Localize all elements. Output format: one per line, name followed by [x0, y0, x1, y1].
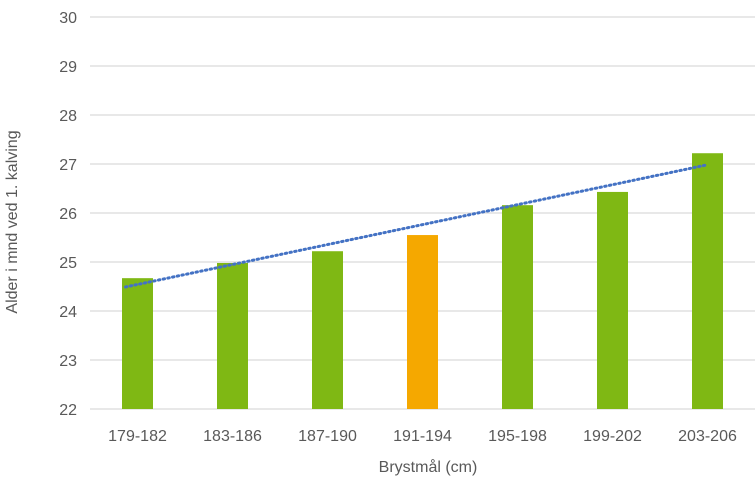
bar-179-182	[122, 278, 153, 409]
y-tick-label: 23	[59, 353, 77, 370]
y-axis-label: Alder i mnd ved 1. kalving	[4, 130, 21, 313]
bar-183-186	[217, 262, 248, 409]
x-tick-label: 191-194	[393, 428, 452, 445]
y-tick-label: 22	[59, 402, 77, 419]
bar-203-206	[692, 153, 723, 409]
trendline	[124, 163, 708, 289]
x-axis-label: Brystmål (cm)	[379, 458, 478, 476]
x-tick-label: 179-182	[108, 428, 167, 445]
y-tick-label: 27	[59, 157, 77, 174]
bar-191-194	[407, 235, 438, 409]
bar-195-198	[502, 205, 533, 409]
x-tick-label: 203-206	[678, 428, 737, 445]
x-tick-label: 199-202	[583, 428, 642, 445]
x-tick-label: 183-186	[203, 428, 262, 445]
bar-187-190	[312, 251, 343, 409]
y-tick-label: 28	[59, 108, 77, 125]
bar-199-202	[597, 191, 628, 409]
y-tick-label: 26	[59, 206, 77, 223]
y-tick-label: 29	[59, 59, 77, 76]
x-tick-label: 195-198	[488, 428, 547, 445]
y-tick-label: 25	[59, 255, 77, 272]
x-tick-label: 187-190	[298, 428, 357, 445]
y-tick-label: 24	[59, 304, 77, 321]
y-tick-label: 30	[59, 10, 77, 27]
